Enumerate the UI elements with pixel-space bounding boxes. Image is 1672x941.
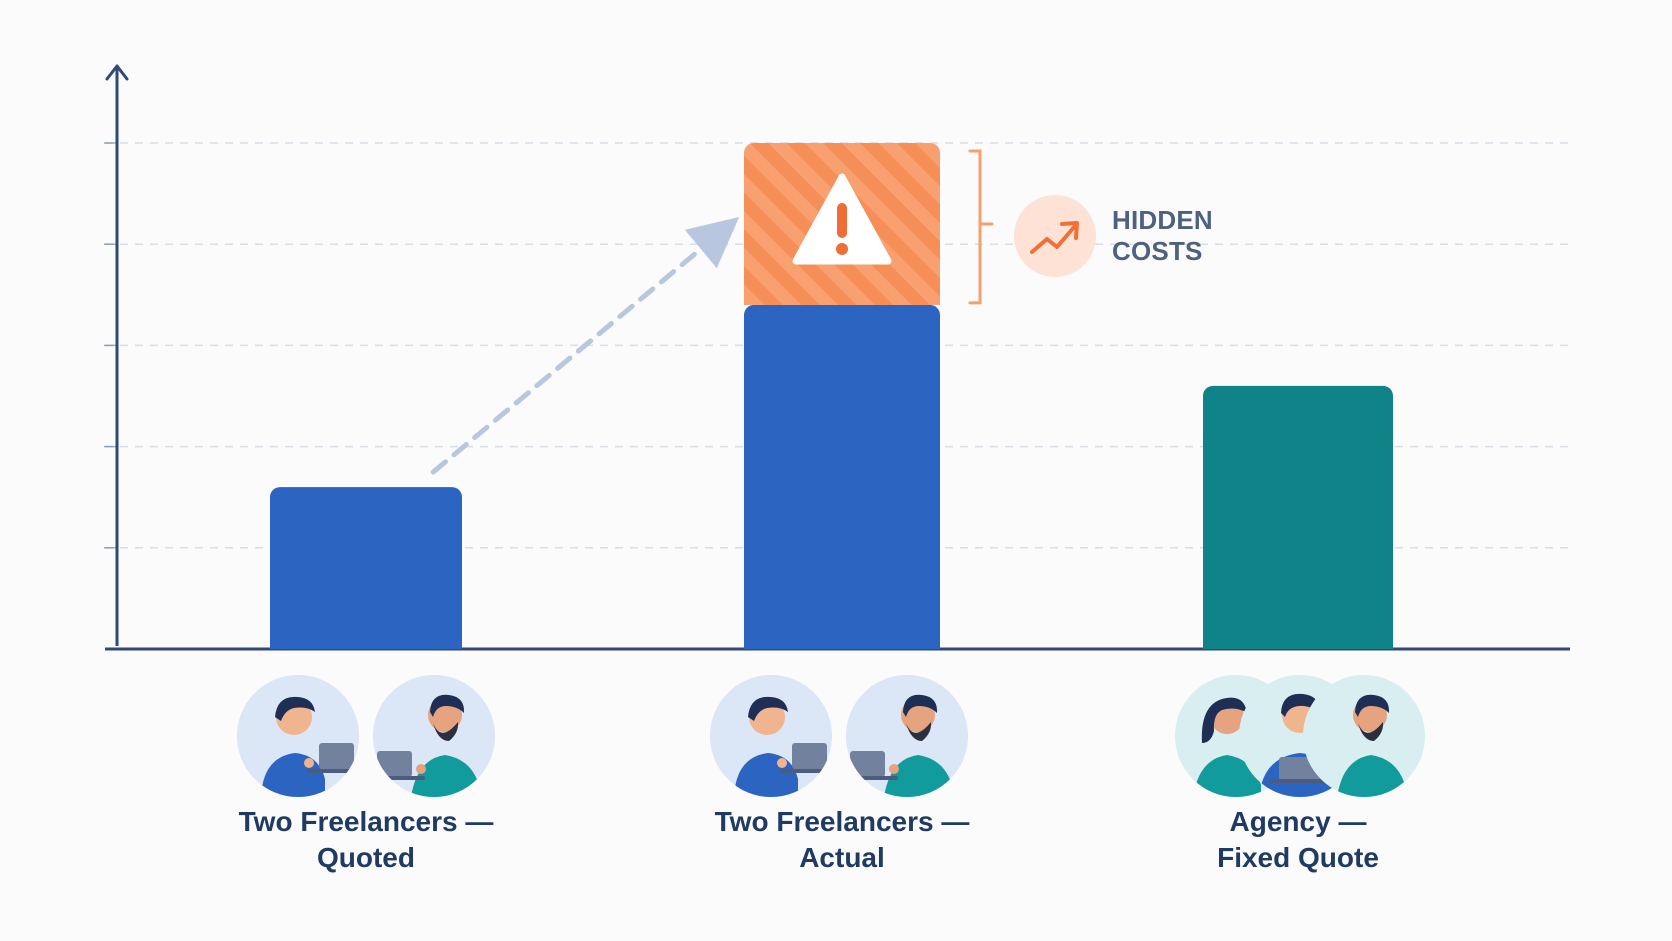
agency-avatars [1175,675,1425,797]
bar-base-fill [744,314,940,649]
trend-up-icon [1014,195,1096,277]
warning-icon-mark [837,203,847,238]
freelancer-avatars-actual [710,675,972,797]
bar-base-fill [270,497,462,649]
hidden-costs-label: HIDDEN COSTS [1112,205,1213,266]
increase-arrow [430,216,740,475]
y-axis-arrow-icon [105,64,129,81]
freelancer-laptop-icon [237,675,359,797]
trend-up-icon-line [1030,224,1077,254]
freelancer-avatars-quoted [237,675,499,797]
hidden-costs-bracket [968,149,982,305]
category-label-actual: Two Freelancers — Actual [714,806,970,873]
warning-icon-dot [836,243,848,255]
trend-up-icon-arrow [1060,221,1079,240]
freelancer-laptop-icon [373,675,495,797]
category-label-agency: Agency — Fixed Quote [1217,806,1379,873]
category-label-quoted: Two Freelancers — Quoted [238,806,494,873]
freelancer-laptop-icon [846,675,968,797]
agency-team-icon [1303,675,1425,797]
freelancer-laptop-icon [710,675,832,797]
bar-base-fill [1203,395,1393,649]
